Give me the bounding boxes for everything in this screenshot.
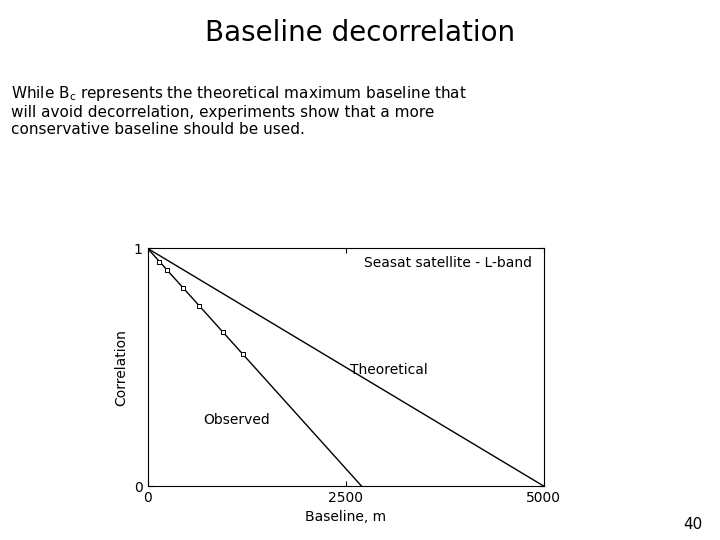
Point	[177, 284, 189, 292]
Point	[154, 258, 166, 266]
Point	[217, 328, 229, 336]
Text: Observed: Observed	[203, 413, 270, 427]
Point	[161, 266, 174, 275]
Text: 40: 40	[683, 517, 702, 532]
X-axis label: Baseline, m: Baseline, m	[305, 510, 386, 524]
Point	[237, 349, 248, 358]
Text: While $\mathrm{B_c}$ represents the theoretical maximum baseline that
will avoid: While $\mathrm{B_c}$ represents the theo…	[11, 84, 467, 138]
Text: Theoretical: Theoretical	[350, 363, 427, 377]
Y-axis label: Correlation: Correlation	[114, 329, 128, 406]
Text: Seasat satellite - L-band: Seasat satellite - L-band	[364, 255, 531, 269]
Point	[193, 301, 204, 310]
Text: Baseline decorrelation: Baseline decorrelation	[205, 19, 515, 47]
